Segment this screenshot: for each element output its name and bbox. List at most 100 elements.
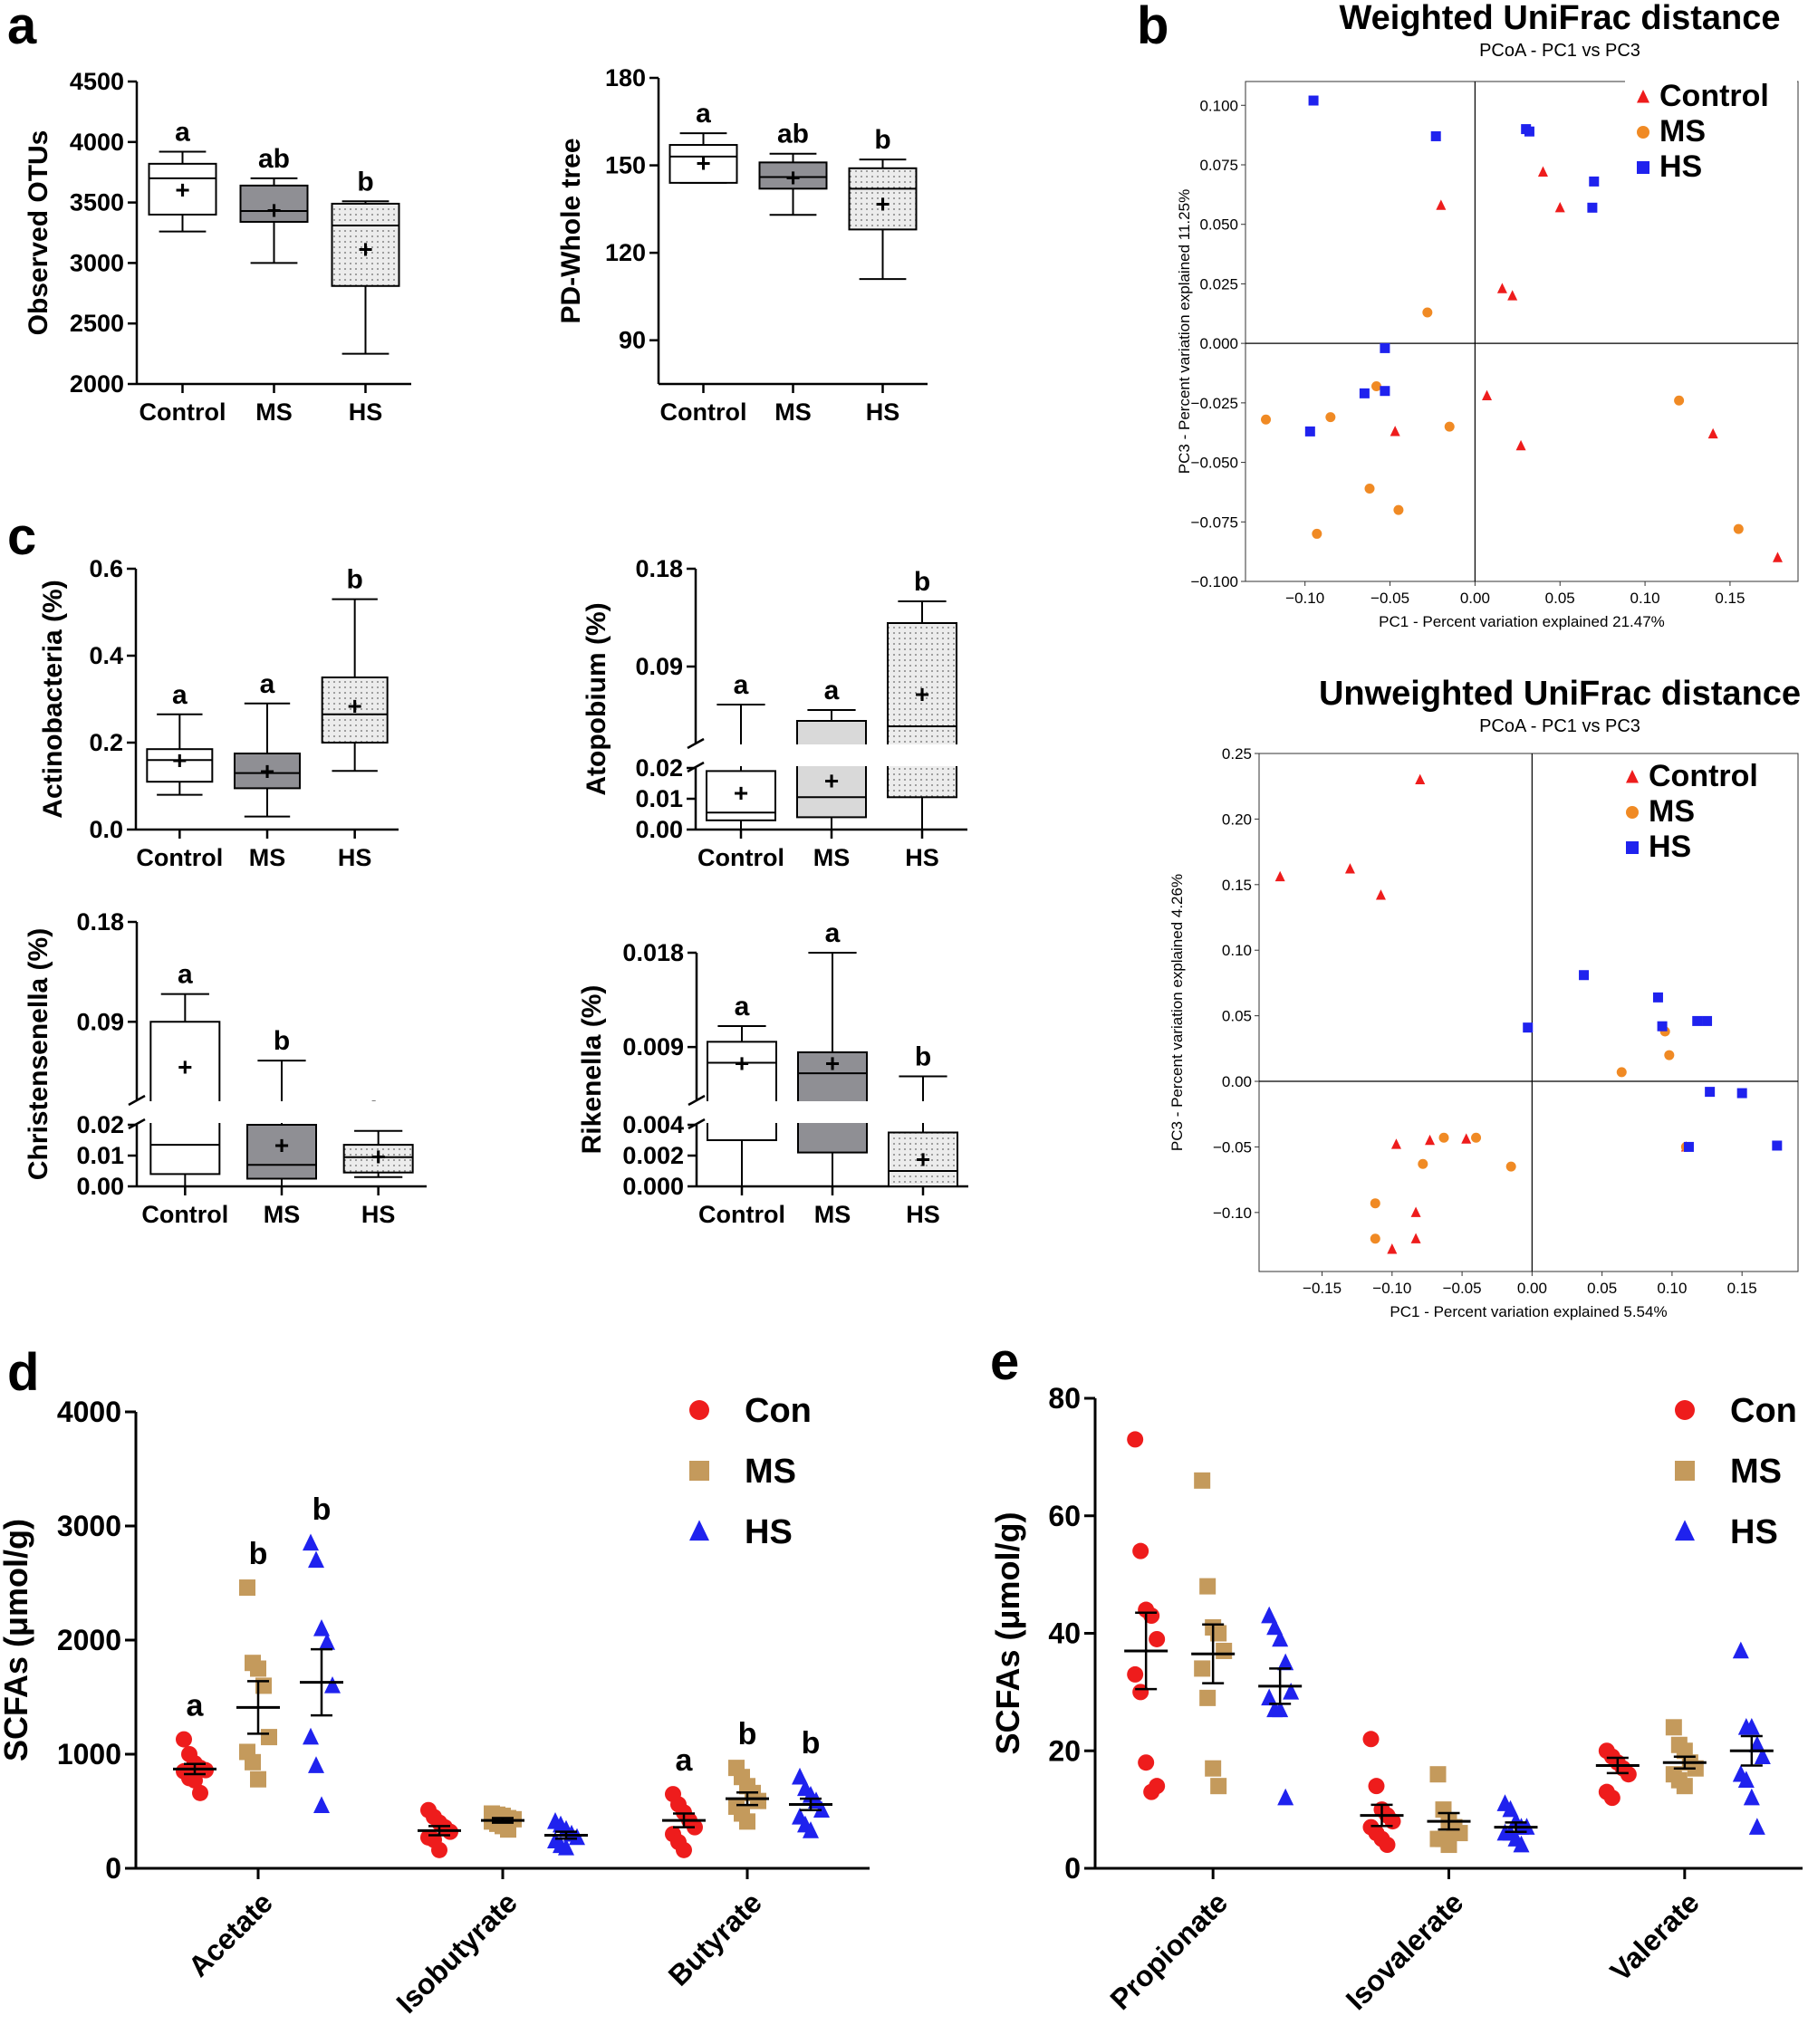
legend-marker <box>689 1400 709 1420</box>
box <box>707 1041 777 1142</box>
x-tick-label: −0.10 <box>1372 1280 1411 1297</box>
y-tick-label: 0.25 <box>1222 745 1252 763</box>
x-tick-label: Control <box>139 398 226 426</box>
mean-marker: + <box>825 1050 840 1078</box>
data-point-ms <box>1438 1132 1449 1143</box>
data-point-hs <box>1587 202 1598 213</box>
data-point-ms <box>1194 1472 1211 1489</box>
box <box>796 720 867 819</box>
y-tick-label: 80 <box>1048 1382 1081 1415</box>
data-point-hs <box>1737 1771 1755 1788</box>
y-tick-label: 0.075 <box>1199 157 1238 174</box>
panel-label-c: c <box>7 507 36 566</box>
data-point-con <box>1362 1731 1380 1748</box>
panel-labels: a b c d e <box>7 0 1168 1402</box>
data-point-control <box>1410 1206 1421 1217</box>
significance-letter: b <box>249 1537 268 1571</box>
data-point-hs <box>1524 126 1534 137</box>
x-tick-label: HS <box>361 1201 396 1228</box>
data-point-con <box>1132 1684 1149 1701</box>
x-tick-label: Control <box>660 398 747 426</box>
y-tick-label: 0.018 <box>622 939 684 966</box>
data-point-ms <box>1205 1760 1222 1777</box>
y-axis-title: Observed OTUs <box>24 130 53 336</box>
data-point-ms <box>1422 307 1433 318</box>
x-tick-label: MS <box>264 1201 301 1228</box>
data-point-control <box>1496 283 1507 293</box>
x-tick-label: 0.10 <box>1657 1280 1687 1297</box>
data-point-con <box>1149 1630 1166 1647</box>
data-point-ms <box>750 1792 766 1809</box>
legend-bg <box>1625 79 1797 175</box>
data-point-ms <box>1674 395 1685 406</box>
x-tick-label: Control <box>697 844 784 871</box>
legend-label: HS <box>745 1513 793 1551</box>
significance-letter: a <box>172 680 188 710</box>
y-tick-label: 0.15 <box>1222 877 1252 894</box>
data-point-hs <box>1261 1688 1278 1706</box>
y-axis-title: PC3 - Percent variation explained 11.25% <box>1176 189 1193 474</box>
chart-actinobacteria: 0.0 0.2 0.4 0.6 Actinobacteria (%) Control + a M… <box>38 555 399 871</box>
x-tick-label: Isovalerate <box>1340 1886 1470 2016</box>
y-tick-label: 0.2 <box>89 729 123 756</box>
panel-label-d: d <box>7 1343 39 1402</box>
data-point-con <box>1368 1778 1385 1795</box>
significance-letter: a <box>260 669 275 699</box>
data-point-con <box>676 1841 692 1858</box>
data-point-ms <box>245 1753 261 1771</box>
x-tick-label: −0.05 <box>1370 590 1409 607</box>
data-point-ms <box>1371 380 1382 391</box>
x-tick-label: Butyrate <box>662 1886 768 1991</box>
y-tick-label: 120 <box>605 239 646 266</box>
panel-label-e: e <box>990 1332 1019 1391</box>
mean-marker: + <box>824 767 839 795</box>
x-tick-label: HS <box>905 844 939 871</box>
plot-frame <box>1245 81 1799 582</box>
break-gap <box>795 744 868 766</box>
x-tick-label: Propionate <box>1103 1886 1234 2016</box>
data-point-control <box>1537 166 1548 177</box>
significance-letter: b <box>874 125 890 155</box>
data-point-ms <box>1440 1837 1457 1854</box>
y-tick-label: 20 <box>1048 1734 1081 1767</box>
panel-label-b: b <box>1137 0 1168 55</box>
y-axis-title: PD-Whole tree <box>556 138 586 323</box>
data-point-hs <box>1283 1683 1300 1700</box>
data-point-hs <box>1754 1747 1771 1765</box>
significance-letter: a <box>676 1743 694 1778</box>
y-tick-label: 60 <box>1048 1500 1081 1532</box>
axis-break-mark <box>128 1094 146 1107</box>
break-gap <box>706 1101 778 1123</box>
break-gap <box>705 744 777 766</box>
significance-letter: ab <box>777 120 809 149</box>
x-tick-label: Control <box>698 1201 785 1228</box>
y-tick-label: −0.050 <box>1191 455 1238 472</box>
plot-frame <box>1258 753 1799 1272</box>
data-point-control <box>1436 199 1447 210</box>
y-tick-label: 4500 <box>70 68 124 95</box>
x-tick-label: −0.05 <box>1443 1280 1482 1297</box>
data-point-con <box>176 1731 192 1748</box>
box <box>887 622 957 799</box>
legend-marker <box>1675 1400 1695 1420</box>
legend-bg <box>1614 759 1786 855</box>
box <box>234 753 301 790</box>
y-tick-label: 3500 <box>70 189 124 216</box>
significance-letter: b <box>802 1726 821 1761</box>
y-tick-label: 0.000 <box>622 1173 684 1200</box>
data-point-ms <box>1676 1778 1693 1795</box>
data-point-ms <box>1199 1578 1217 1595</box>
data-point-control <box>1707 427 1718 439</box>
data-point-control <box>1344 863 1355 874</box>
y-tick-label: 0 <box>105 1852 121 1885</box>
x-tick-label: 0.15 <box>1715 590 1745 607</box>
break-gap <box>796 1101 869 1123</box>
x-tick-label: Isobutyrate <box>390 1886 524 2019</box>
data-point-hs <box>1380 386 1390 397</box>
y-tick-label: 180 <box>605 64 646 91</box>
data-point-hs <box>792 1767 808 1785</box>
data-point-hs <box>1261 1606 1278 1624</box>
data-point-hs <box>1308 95 1319 106</box>
y-tick-label: 1000 <box>57 1738 121 1771</box>
